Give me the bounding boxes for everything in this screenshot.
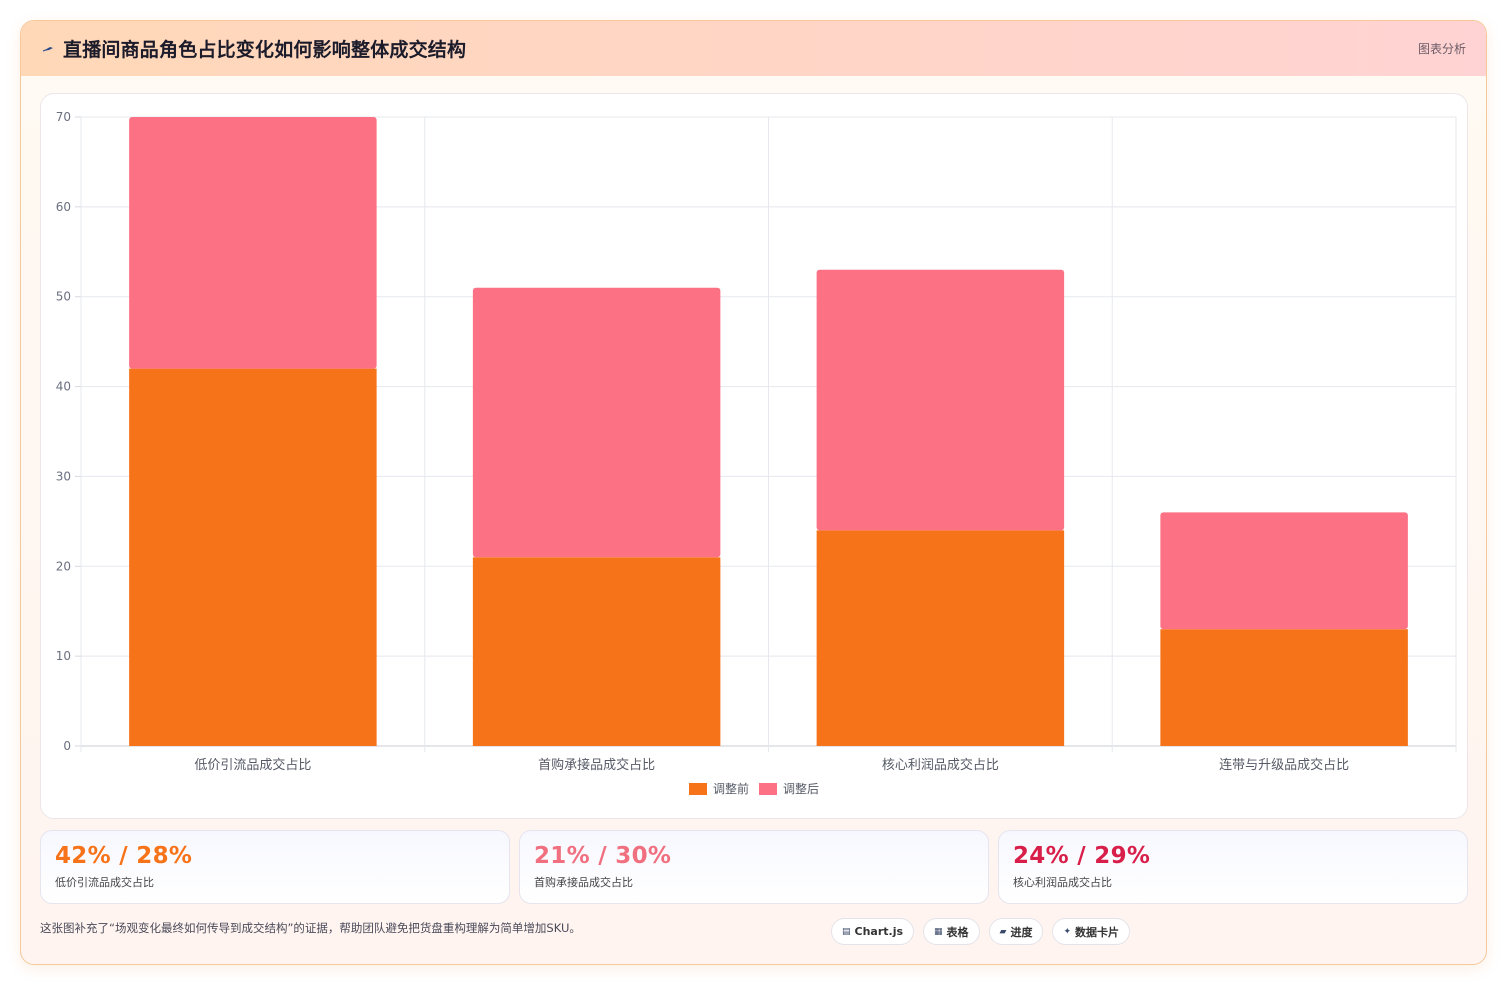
bar-segment [472,287,721,558]
chart-card: 直播间商品角色占比变化如何影响整体成交结构 图表分析 0 10 20 30 40 50 60… [20,20,1487,965]
legend-label: 调整后 [783,781,819,796]
x-tick-label: 首购承接品成交占比 [538,757,655,773]
stat-card-2: 21% / 30% 首购承接品成交占比 [519,830,989,904]
pin-icon [41,42,55,56]
legend-label: 调整前 [713,781,749,796]
stat-value: 24% / 29% [1013,843,1151,869]
chip-label: 进度 [1010,925,1033,939]
stat-value: 21% / 30% [534,843,672,869]
y-tick-label: 50 [56,290,71,304]
legend-swatch [759,783,777,795]
y-tick-label: 0 [63,739,71,753]
chart-analysis-link[interactable]: 图表分析 [1417,42,1466,56]
stat-card-1: 42% / 28% 低价引流品成交占比 [40,830,510,904]
x-tick-label: 低价引流品成交占比 [194,757,311,773]
chart-area: 0 10 20 30 40 50 60 70 低价引流品成交占比 首购承接品成交占比 核心利润品成交… [40,93,1468,819]
chart-icon: ▤ [842,926,851,937]
y-tick-label: 10 [56,649,71,663]
bar-segment [129,117,377,369]
progress-icon: ▰ [999,926,1007,937]
card-header: 直播间商品角色占比变化如何影响整体成交结构 图表分析 [21,21,1486,76]
table-icon: ▦ [934,926,943,937]
chip-progress[interactable]: ▰ 进度 [988,918,1044,945]
chip-label: 表格 [946,925,969,939]
footer-note: 这张图补充了“场观变化最终如何传导到成交结构”的证据，帮助团队避免把货盘重构理解… [40,921,581,935]
chip-label: Chart.js [854,925,904,938]
bar-segment [472,557,721,746]
bar-segment [816,269,1065,531]
stat-label: 核心利润品成交占比 [1013,876,1112,889]
bar-segment [1160,512,1408,630]
y-tick-label: 40 [56,380,71,394]
stat-label: 低价引流品成交占比 [55,876,154,889]
stat-card-3: 24% / 29% 核心利润品成交占比 [998,830,1468,904]
sparkle-icon: ✦ [1063,926,1072,937]
y-tick-label: 70 [56,110,71,124]
bar-segment [1160,629,1408,746]
y-tick-label: 20 [56,559,71,573]
chip-label: 数据卡片 [1075,925,1120,939]
x-tick-label: 核心利润品成交占比 [882,757,999,773]
y-tick-label: 60 [56,200,71,214]
stat-value: 42% / 28% [55,843,193,869]
stat-label: 首购承接品成交占比 [534,876,633,889]
x-tick-label: 连带与升级品成交占比 [1219,757,1349,773]
chip-table[interactable]: ▦ 表格 [923,918,980,945]
stacked-bar-chart: 0 10 20 30 40 50 60 70 低价引流品成交占比 首购承接品成交占比 核心利润品成交… [56,110,1457,796]
chip-data-card[interactable]: ✦ 数据卡片 [1052,918,1131,945]
page-title: 直播间商品角色占比变化如何影响整体成交结构 [63,39,467,61]
y-tick-label: 30 [56,469,71,483]
chip-row: ▤ Chart.js ▦ 表格 ▰ 进度 ✦ 数据卡片 [831,918,1131,945]
bar-segment [129,368,377,746]
chip-chartjs[interactable]: ▤ Chart.js [831,918,915,945]
bar-segment [816,530,1065,746]
legend-swatch [689,783,707,795]
